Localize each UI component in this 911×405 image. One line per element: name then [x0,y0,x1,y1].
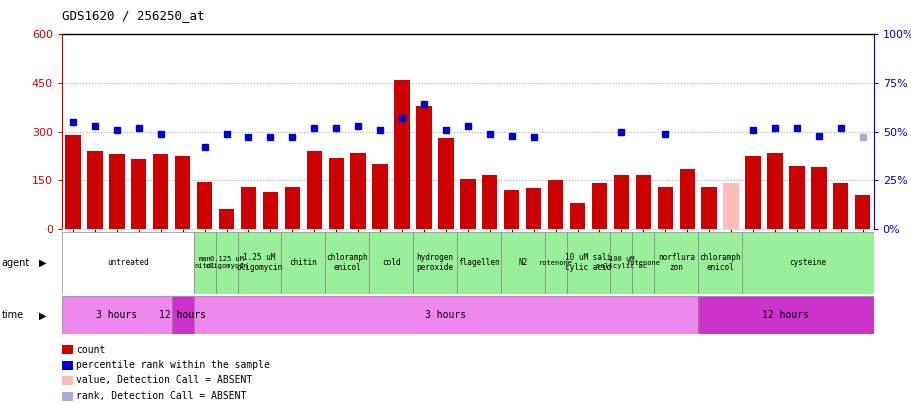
Bar [679,169,694,229]
Bar [460,179,475,229]
Bar [197,182,212,229]
Text: 1.25 uM
oligomycin: 1.25 uM oligomycin [236,253,282,272]
Text: GDS1620 / 256250_at: GDS1620 / 256250_at [62,9,204,22]
Bar [175,156,190,229]
Bar [698,296,873,334]
Bar [526,188,541,229]
Bar [591,183,607,229]
Bar [394,80,409,229]
Bar [193,296,698,334]
Bar [350,153,365,229]
Bar [742,232,873,294]
Bar [215,232,237,294]
Bar [544,232,566,294]
Text: 12 hours: 12 hours [762,310,809,320]
Bar [415,106,431,229]
Bar [855,195,869,229]
Text: ▶: ▶ [39,258,46,268]
Bar [456,232,500,294]
Text: chitin: chitin [289,258,317,267]
Bar [262,192,278,229]
Bar [284,188,300,229]
Bar [369,232,413,294]
Bar [62,232,193,294]
Text: 0.125 uM
oligomycin: 0.125 uM oligomycin [205,256,248,269]
Bar [193,232,215,294]
Bar [306,151,322,229]
Bar [635,175,650,229]
Text: time: time [2,310,24,320]
Text: 3 hours: 3 hours [97,310,138,320]
Bar [766,153,782,229]
Bar [62,296,171,334]
Text: 12 hours: 12 hours [159,310,206,320]
Text: rotenone: rotenone [626,260,660,266]
Bar [281,232,325,294]
Bar [482,175,496,229]
Bar [325,232,369,294]
Text: cysteine: cysteine [789,258,825,267]
Text: chloramph
enicol: chloramph enicol [699,253,740,272]
Bar [701,187,716,229]
Bar [788,166,804,229]
Bar [810,167,825,229]
Bar [109,154,125,229]
Bar [219,209,234,229]
Bar [566,232,609,294]
Bar [438,138,453,229]
Bar [833,183,847,229]
Text: count: count [76,345,105,354]
Text: cold: cold [382,258,400,267]
Text: flagellen: flagellen [457,258,499,267]
Bar [653,232,698,294]
Bar [698,232,742,294]
Text: 10 uM sali
cylic acid: 10 uM sali cylic acid [565,253,611,272]
Bar [548,180,563,229]
Bar [171,296,193,334]
Bar [131,159,147,229]
Text: N2: N2 [517,258,527,267]
Text: rotenone: rotenone [538,260,572,266]
Text: ▶: ▶ [39,310,46,320]
Text: percentile rank within the sample: percentile rank within the sample [76,360,270,370]
Bar [569,203,585,229]
Bar [609,232,631,294]
Bar [413,232,456,294]
Text: hydrogen
peroxide: hydrogen peroxide [416,253,453,272]
Bar [153,154,169,229]
Bar [328,158,343,229]
Text: man
nitol: man nitol [194,256,215,269]
Text: norflura
zon: norflura zon [657,253,694,272]
Text: rank, Detection Call = ABSENT: rank, Detection Call = ABSENT [76,391,246,401]
Bar [631,232,653,294]
Text: untreated: untreated [107,258,148,267]
Text: value, Detection Call = ABSENT: value, Detection Call = ABSENT [76,375,251,385]
Bar [613,175,629,229]
Bar [237,232,281,294]
Bar [66,135,80,229]
Bar [87,151,103,229]
Bar [504,190,519,229]
Bar [657,187,672,229]
Text: 100 uM
salicylic ac: 100 uM salicylic ac [595,256,646,269]
Text: agent: agent [2,258,30,268]
Bar [722,183,738,229]
Bar [241,187,256,229]
Text: chloramph
enicol: chloramph enicol [326,253,368,272]
Text: 3 hours: 3 hours [425,310,466,320]
Bar [744,156,760,229]
Bar [372,164,387,229]
Bar [500,232,544,294]
